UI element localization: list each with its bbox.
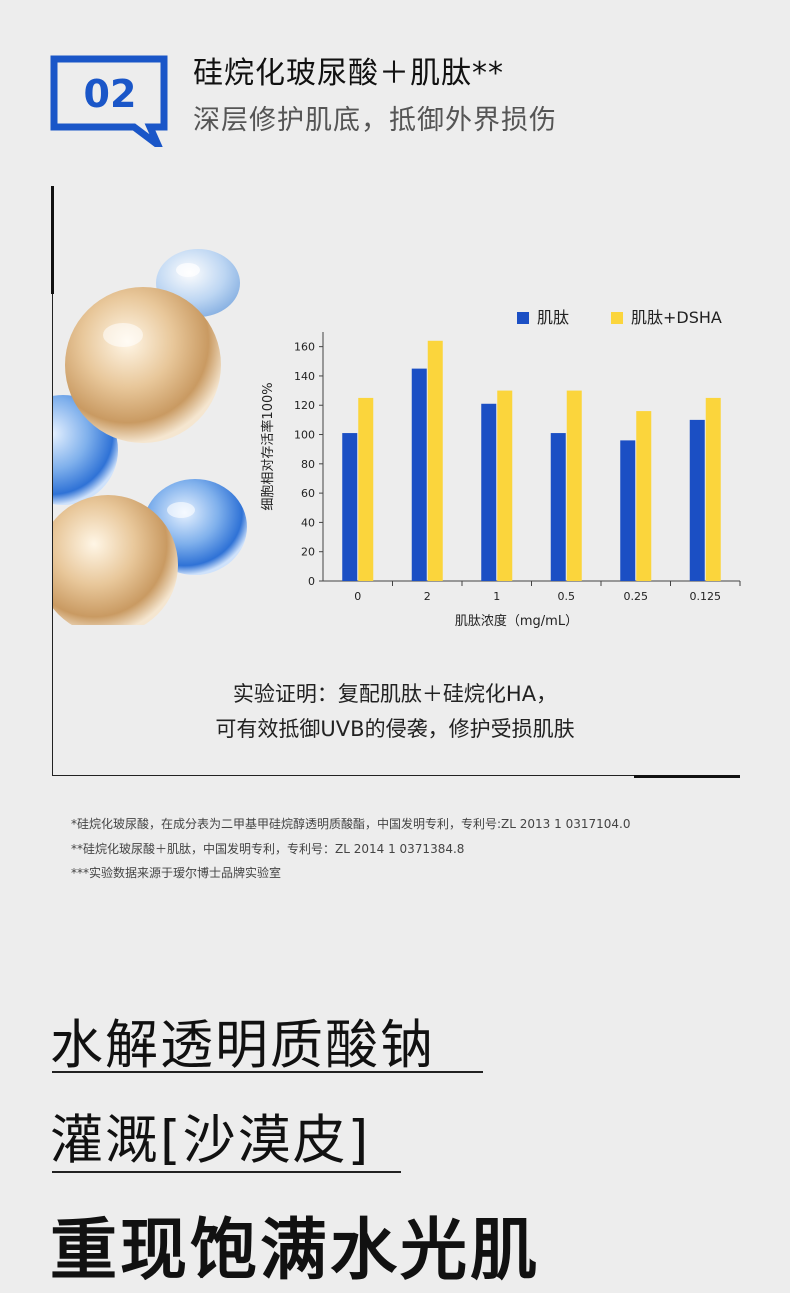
bar-carnosine-dsha xyxy=(358,397,374,581)
headline-line-1: 水解透明质酸钠 xyxy=(50,1015,435,1076)
cell-viability-bar-chart: 0 20 40 60 80 100 120 140 160 0 2 1 0.5 0.25 0.125 肌肽浓度… xyxy=(260,308,741,629)
bar-carnosine xyxy=(481,403,497,581)
section-number-badge: 02 xyxy=(50,55,168,147)
y-tick-label: 40 xyxy=(301,516,315,529)
bar-carnosine-dsha xyxy=(497,390,513,581)
section-number: 02 xyxy=(84,72,137,116)
bar-carnosine xyxy=(620,440,636,581)
frame-bottom-accent xyxy=(634,775,740,778)
legend-label: 肌肽 xyxy=(537,308,569,327)
bar-carnosine-dsha xyxy=(566,390,582,581)
y-tick-label: 140 xyxy=(294,370,315,383)
gel-bubbles-illustration xyxy=(53,249,247,625)
legend-label: 肌肽+DSHA xyxy=(631,308,722,327)
conclusion-line-1: 实验证明：复配肌肽＋硅烷化HA， xyxy=(232,682,558,706)
x-tick-label: 0.25 xyxy=(624,590,649,603)
x-axis-label: 肌肽浓度（mg/mL） xyxy=(455,613,578,629)
bar-carnosine xyxy=(342,433,358,581)
footnote-2: **硅烷化玻尿酸＋肌肽，中国发明专利，专利号：ZL 2014 1 0371384… xyxy=(71,842,465,856)
legend-swatch xyxy=(611,312,623,324)
bar-carnosine xyxy=(411,368,427,581)
y-axis-label: 细胞相对存活率100% xyxy=(260,382,276,510)
frame-bottom-line xyxy=(52,775,740,776)
y-tick-label: 160 xyxy=(294,341,315,354)
y-tick-label: 120 xyxy=(294,399,315,412)
bar-carnosine-dsha xyxy=(427,340,443,581)
bar-carnosine xyxy=(689,419,705,581)
headline-line-3: 重现饱满水光肌 xyxy=(50,1211,540,1289)
bar-carnosine-dsha xyxy=(636,411,652,581)
x-tick-label: 0 xyxy=(354,590,361,603)
x-tick-label: 0.125 xyxy=(690,590,722,603)
gold-bubble-large xyxy=(65,287,221,443)
legend-swatch xyxy=(517,312,529,324)
section-title: 硅烷化玻尿酸＋肌肽** xyxy=(193,56,504,91)
x-tick-label: 1 xyxy=(493,590,500,603)
headline-line-2: 灌溉[沙漠皮] xyxy=(50,1110,371,1171)
conclusion-line-2: 可有效抵御UVB的侵袭，修护受损肌肤 xyxy=(215,717,575,741)
section-subtitle: 深层修护肌底，抵御外界损伤 xyxy=(193,105,557,136)
x-tick-label: 0.5 xyxy=(558,590,576,603)
y-tick-label: 0 xyxy=(308,575,315,588)
footnote-3: ***实验数据来源于瑷尔博士品牌实验室 xyxy=(71,866,282,880)
footnote-1: *硅烷化玻尿酸，在成分表为二甲基甲硅烷醇透明质酸酯，中国发明专利，专利号:ZL … xyxy=(71,817,631,831)
frame-left-accent xyxy=(51,186,54,294)
y-tick-label: 20 xyxy=(301,546,315,559)
y-tick-label: 80 xyxy=(301,458,315,471)
bar-carnosine-dsha xyxy=(705,397,721,581)
headline-underline-1 xyxy=(52,1071,483,1073)
gold-bubble-small xyxy=(53,495,178,625)
bar-carnosine xyxy=(550,433,566,581)
y-tick-label: 100 xyxy=(294,429,315,442)
y-tick-label: 60 xyxy=(301,487,315,500)
headline-underline-2 xyxy=(52,1171,401,1173)
x-tick-label: 2 xyxy=(424,590,431,603)
